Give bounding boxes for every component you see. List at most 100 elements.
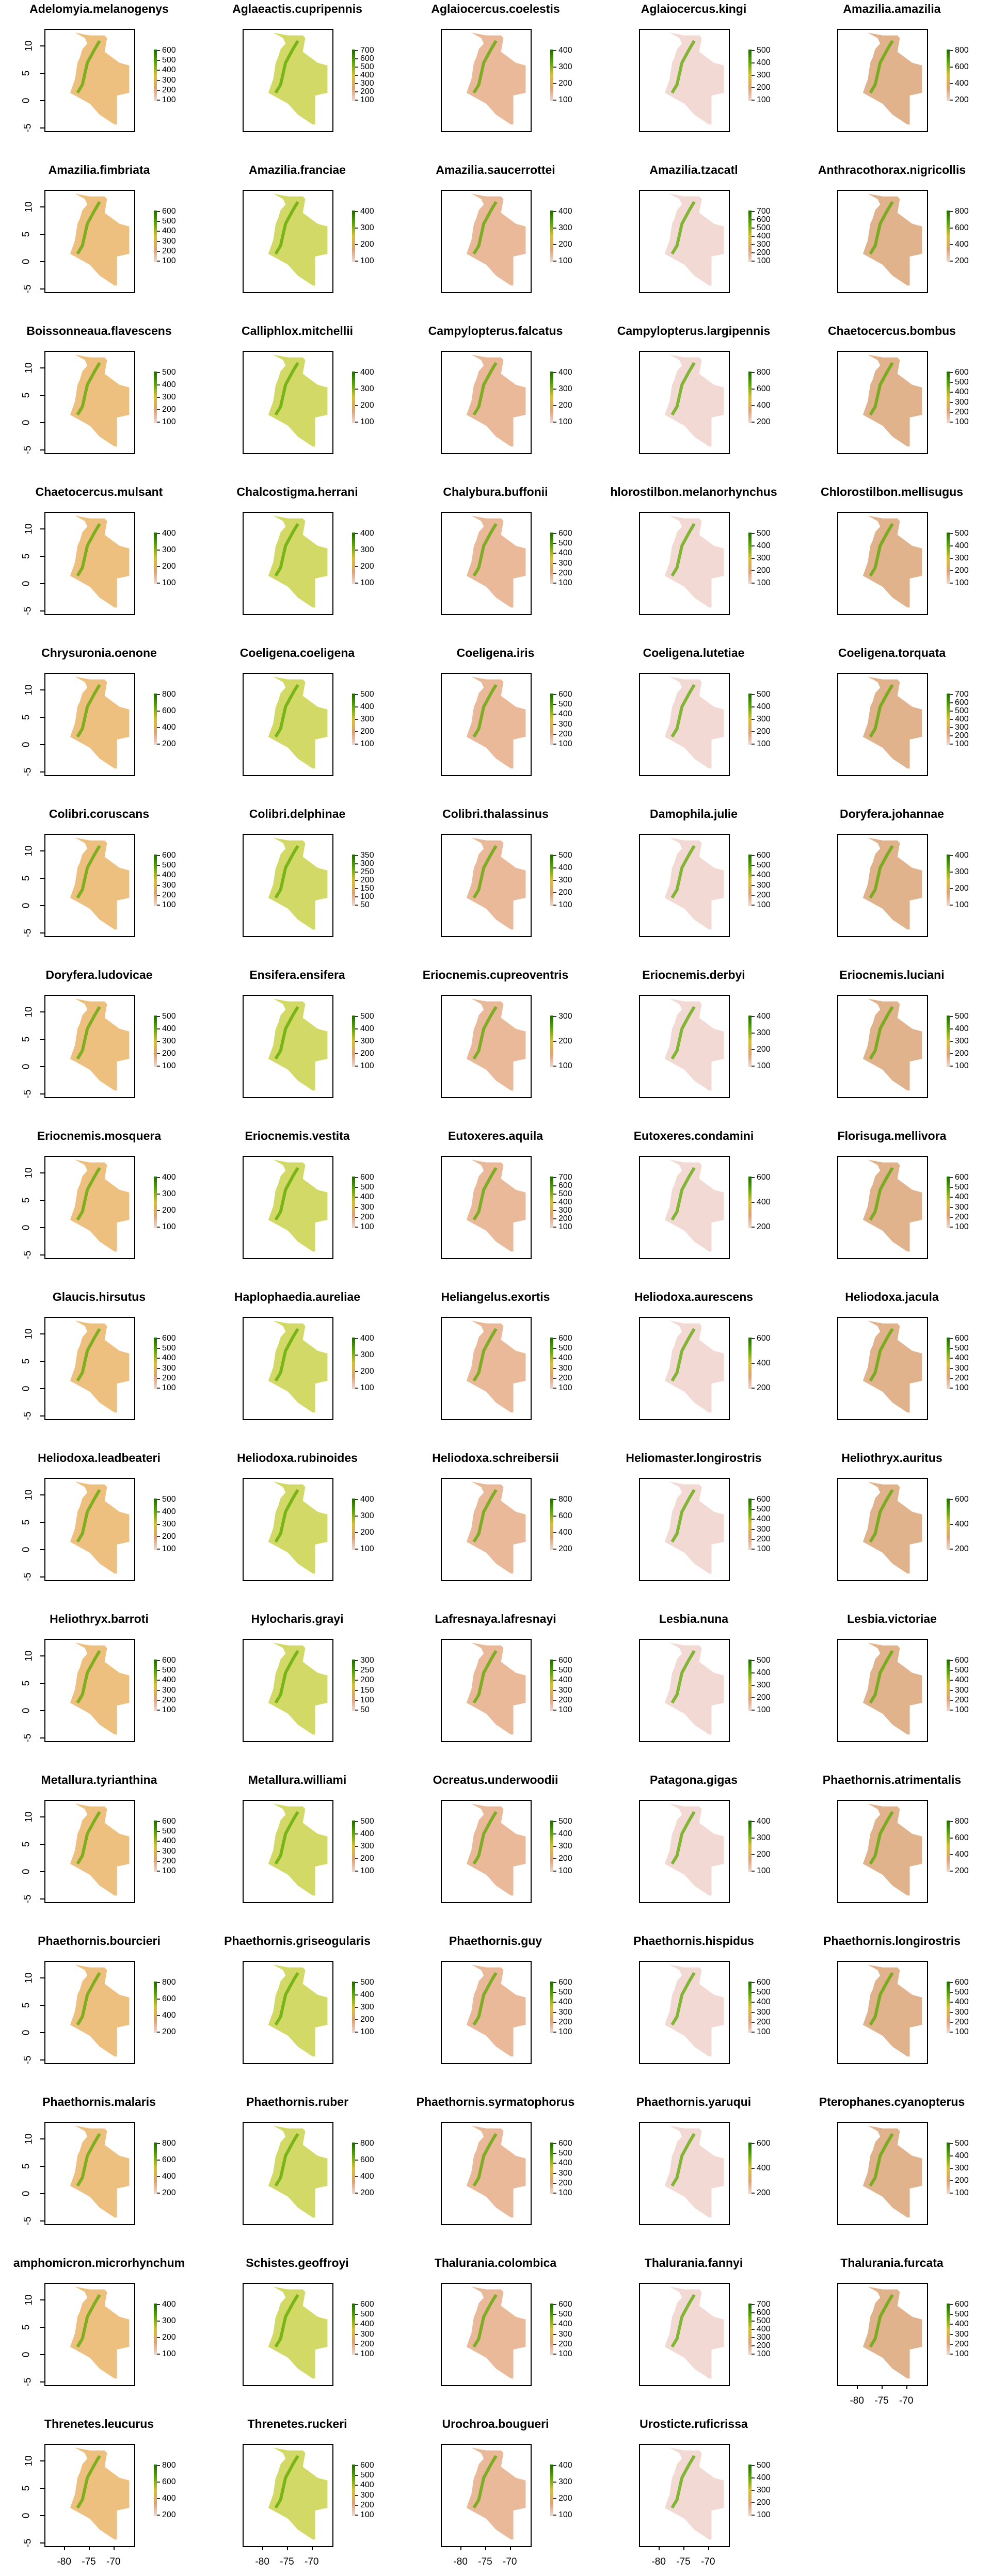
legend-label: 400 <box>955 1024 969 1033</box>
map-panel: Schistes.geoffroyi 600 500 400 300 200 100 <box>198 2254 396 2415</box>
legend-color-bar <box>550 2465 553 2516</box>
y-tick <box>40 771 44 772</box>
legend-color-bar <box>154 1016 157 1067</box>
andes-range-band <box>472 1811 498 1865</box>
map-plot-area <box>837 1478 928 1581</box>
legend-label: 600 <box>955 698 969 707</box>
legend-tick <box>355 1388 358 1389</box>
map-panel: Campylopterus.falcatus 400 300 200 100 <box>396 322 595 483</box>
map-plot-area <box>243 190 333 293</box>
legend-tick <box>553 1338 556 1339</box>
legend-tick <box>157 50 160 51</box>
map-plot-area <box>441 190 532 293</box>
legend-tick <box>355 91 358 92</box>
panel-title: Glaucis.hirsutus <box>52 1290 146 1303</box>
legend-label: 300 <box>558 1842 572 1850</box>
color-legend: 600 500 400 300 200 100 <box>349 2461 396 2526</box>
y-tick-label: 10 <box>23 1650 35 1662</box>
legend-tick <box>752 1710 755 1711</box>
legend-label: 200 <box>162 1206 176 1215</box>
legend-tick <box>752 1177 755 1178</box>
legend-label: 500 <box>360 62 374 71</box>
legend-label: 100 <box>558 1705 572 1714</box>
map-panel: Eriocnemis.mosquera 10 5 0 -5 400 300 200 100 <box>0 1127 198 1288</box>
y-axis: 10 5 0 -5 <box>21 1317 44 1420</box>
color-legend: 800 600 400 200 <box>151 690 198 755</box>
panel-title: Lesbia.victoriae <box>847 1612 937 1625</box>
legend-tick <box>157 875 160 876</box>
legend-label: 400 <box>360 2481 374 2490</box>
land-area <box>466 355 526 447</box>
map-panel: Metallura.tyrianthina 10 5 0 -5 600 500 400 300 2… <box>0 1771 198 1932</box>
legend-label: 200 <box>757 248 771 257</box>
legend-tick <box>157 422 160 423</box>
legend-tick <box>157 1689 160 1691</box>
y-tick-label: -5 <box>22 123 34 133</box>
legend-color-bar <box>154 1177 157 1228</box>
map-plot-area <box>44 1639 135 1742</box>
legend-label: 500 <box>955 706 969 715</box>
panel-title: Heliodoxa.rubinoides <box>237 1451 358 1464</box>
legend-label: 300 <box>955 1037 969 1045</box>
y-tick-label: 5 <box>21 1036 32 1042</box>
legend-label: 600 <box>162 1334 176 1343</box>
legend-tick <box>752 1672 755 1673</box>
y-tick <box>40 2460 44 2461</box>
color-legend: 600 500 400 300 200 100 <box>151 1817 198 1882</box>
legend-label: 700 <box>360 46 374 55</box>
legend-tick <box>157 1377 160 1379</box>
y-tick <box>40 2138 44 2139</box>
legend-tick <box>157 1194 160 1195</box>
legend-tick <box>553 723 556 725</box>
legend-label: 300 <box>757 2333 771 2342</box>
map-plot-area <box>243 2444 333 2547</box>
legend-tick <box>752 2011 755 2013</box>
legend-tick <box>950 2333 953 2335</box>
species-range-map <box>45 2123 134 2224</box>
legend-tick <box>157 409 160 410</box>
legend-label: 200 <box>162 1373 176 1382</box>
andes-range-band <box>869 845 894 899</box>
land-area <box>466 516 526 608</box>
legend-color-bar <box>947 855 950 906</box>
legend-tick <box>355 1216 358 1218</box>
panel-title: Campylopterus.largipennis <box>617 324 771 337</box>
legend-tick <box>950 1992 953 1993</box>
map-panel: Haplophaedia.aureliae 400 300 200 100 <box>198 1288 396 1449</box>
map-plot-area <box>243 673 333 776</box>
legend-tick <box>950 422 953 423</box>
legend-tick <box>355 1710 358 1711</box>
legend-tick <box>950 1187 953 1188</box>
legend-color-bar <box>748 1821 752 1872</box>
map-panel: Phaethornis.longirostris 600 500 400 300 200 1… <box>793 1932 991 2093</box>
panel-title: Eriocnemis.vestita <box>245 1129 350 1142</box>
legend-tick <box>355 2143 358 2144</box>
panel-title: Thalurania.colombica <box>434 2256 557 2269</box>
legend-label: 200 <box>360 1212 374 1221</box>
legend-label: 400 <box>360 2320 374 2329</box>
map-panel: Heliodoxa.jacula 600 500 400 300 200 100 <box>793 1288 991 1449</box>
legend-label: 200 <box>757 566 771 575</box>
y-tick <box>40 1172 44 1173</box>
map-plot-area <box>837 2122 928 2225</box>
legend-label: 500 <box>955 1344 969 1353</box>
land-area <box>466 1482 526 1574</box>
legend-tick <box>950 1854 953 1855</box>
legend-label: 500 <box>757 1505 771 1514</box>
andes-range-band <box>274 1328 299 1382</box>
legend-tick <box>553 2182 556 2184</box>
species-range-map <box>640 1479 729 1580</box>
legend-tick <box>157 1680 160 1681</box>
legend-tick <box>752 389 755 390</box>
legend-tick <box>950 392 953 393</box>
andes-range-band <box>472 1167 498 1221</box>
legend-label: 300 <box>360 79 374 88</box>
panel-title: Eriocnemis.derbyi <box>642 968 745 981</box>
legend-color-bar <box>352 694 355 745</box>
legend-tick <box>950 411 953 413</box>
legend-label: 400 <box>757 871 771 880</box>
legend-tick <box>355 1982 358 1983</box>
legend-color-bar <box>550 2143 553 2194</box>
legend-label: 100 <box>558 2188 572 2197</box>
legend-label: 300 <box>360 1037 374 1045</box>
